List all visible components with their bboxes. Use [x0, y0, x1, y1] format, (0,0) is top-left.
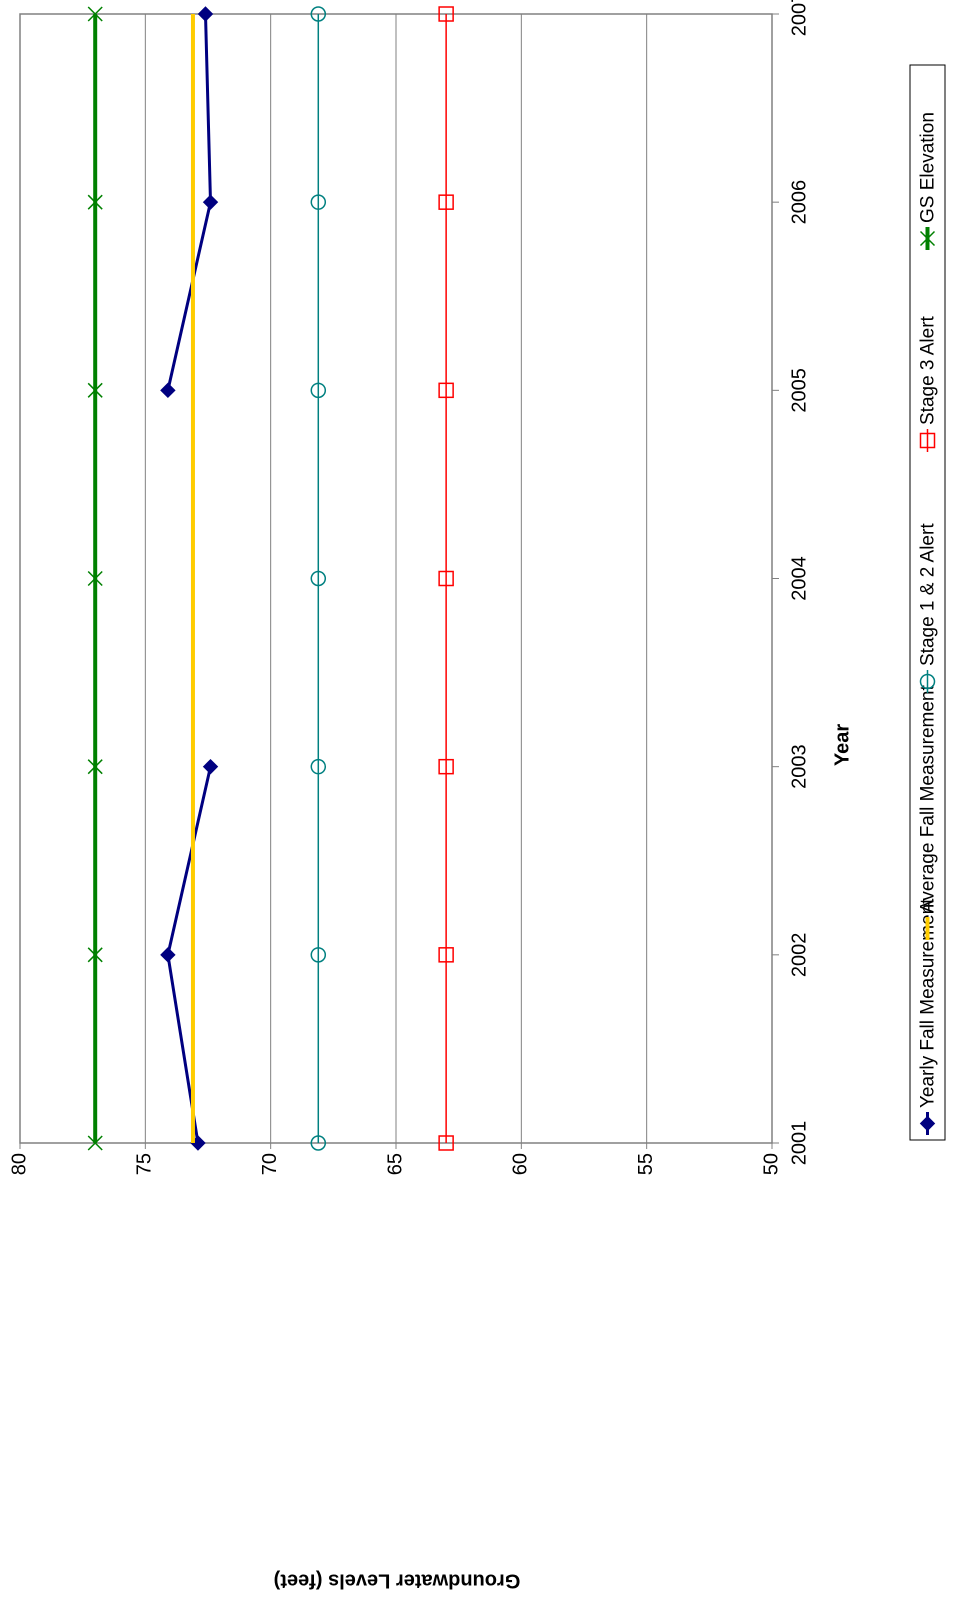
x-tick-label: 2003 [788, 744, 810, 789]
marker [310, 1135, 327, 1151]
rotated-chart: Groundwater Levels (feet) Year 50 55 60 65 7… [8, 0, 946, 1592]
marker [438, 194, 454, 210]
marker [310, 570, 327, 587]
legend-box [909, 64, 946, 1141]
marker [202, 758, 219, 775]
legend-label: Stage 3 Alert [918, 315, 939, 425]
marker [438, 570, 454, 587]
marker [438, 382, 454, 399]
marker [160, 382, 176, 399]
marker [438, 758, 454, 775]
legend-label: Average Fall Measurement [918, 685, 939, 913]
marker [87, 382, 103, 398]
y-tick-label: 50 [760, 1153, 782, 1175]
marker [310, 194, 327, 210]
marker [919, 1115, 936, 1132]
marker [438, 947, 454, 963]
x-tick-label: 2002 [788, 933, 810, 978]
y-axis-title: Groundwater Levels (feet) [274, 1570, 521, 1592]
marker [87, 6, 103, 22]
x-axis-title: Year [831, 724, 853, 766]
marker [310, 758, 327, 775]
y-tick-label: 65 [384, 1153, 406, 1175]
x-tick-label: 2005 [788, 368, 810, 413]
x-tick-label: 2004 [788, 556, 810, 601]
marker [919, 432, 936, 449]
marker [87, 759, 103, 775]
legend-label: Yearly Fall Measurement [918, 898, 939, 1108]
marker [919, 230, 936, 247]
marker [87, 570, 103, 587]
y-tick-label: 60 [510, 1153, 532, 1175]
y-tick-label: 70 [259, 1153, 281, 1175]
x-tick-label: 2006 [788, 180, 810, 225]
marker [87, 947, 103, 963]
marker [438, 1135, 454, 1151]
y-tick-label: 80 [8, 1153, 30, 1175]
marker [310, 947, 327, 963]
marker [919, 673, 936, 690]
marker [87, 194, 103, 210]
marker [310, 382, 327, 399]
marker [202, 194, 219, 210]
legend-label: GS Elevation [918, 112, 939, 223]
marker [160, 947, 176, 963]
marker [190, 1135, 206, 1151]
marker [197, 6, 214, 22]
x-tick-label: 2001 [788, 1121, 810, 1166]
x-tick-label: 2007 [788, 0, 810, 36]
marker [310, 6, 327, 22]
y-tick-label: 55 [635, 1153, 657, 1175]
marker [438, 6, 454, 22]
marker [87, 1135, 103, 1151]
y-tick-label: 75 [134, 1153, 156, 1175]
legend-label: Stage 1 & 2 Alert [918, 523, 939, 666]
series-line [166, 13, 213, 1144]
